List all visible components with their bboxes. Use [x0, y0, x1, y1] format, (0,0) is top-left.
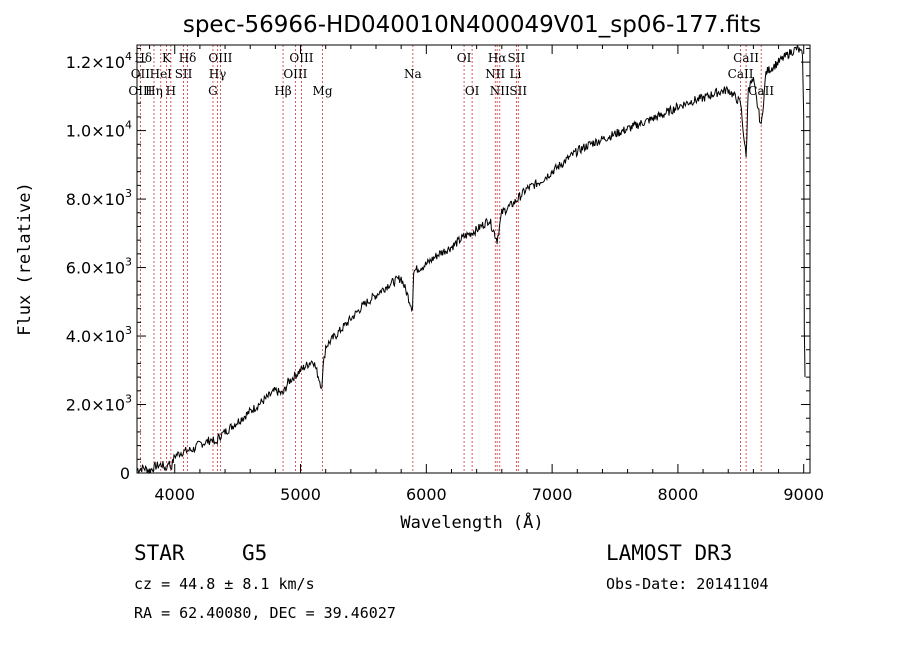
marker-lines	[139, 45, 762, 473]
marker-label-25: CaII	[733, 51, 759, 65]
obs-date: Obs-Date: 20141104	[606, 575, 769, 593]
y-tick-label-1: 2.0×103	[66, 393, 132, 415]
x-tick-label-1: 5000	[280, 485, 321, 504]
marker-label-4: HeI	[150, 67, 173, 81]
marker-label-2: OIII	[128, 84, 152, 98]
plot-frame	[136, 44, 811, 474]
marker-label-10: Hγ	[209, 67, 227, 81]
x-tick-label-3: 7000	[532, 485, 573, 504]
marker-label-26: CaII	[728, 67, 754, 81]
marker-label-8: Hδ	[179, 51, 197, 65]
chart-title: spec-56966-HD040010N400049V01_sp06-177.f…	[183, 12, 761, 38]
x-axis: 4000 5000 6000 7000 8000 9000	[149, 45, 824, 504]
marker-label-7: SII	[175, 67, 193, 81]
marker-label-13: OIII	[283, 67, 307, 81]
marker-label-6: H	[166, 84, 176, 98]
marker-label-15: Mg	[313, 84, 333, 98]
marker-label-24: SII	[509, 84, 527, 98]
marker-label-5: Hη	[145, 84, 163, 98]
object-class: STAR	[134, 541, 185, 565]
y-tick-label-4: 8.0×103	[66, 187, 132, 209]
y-tick-label-2: 4.0×103	[66, 324, 132, 346]
x-tick-label-2: 6000	[406, 485, 447, 504]
x-axis-label: Wavelength (Å)	[400, 511, 543, 533]
y-axis: 0 2.0×103 4.0×103 6.0×103 8.0×103 1.0×104 1.2×…	[66, 47, 810, 483]
y-axis-label: Flux (relative)	[15, 182, 35, 336]
marker-label-20: SII	[508, 51, 526, 65]
marker-label-16: Na	[404, 67, 422, 81]
marker-label-27: CaII	[748, 84, 774, 98]
marker-label-21: NII	[485, 67, 505, 81]
marker-labels: Hδ OII OIII K HeI Hη H SII Hδ OIII Hγ G OIII OIII Hβ Mg…	[128, 51, 774, 98]
x-tick-label-0: 4000	[154, 485, 195, 504]
marker-label-11: G	[208, 84, 218, 98]
survey-name: LAMOST DR3	[606, 541, 732, 565]
coordinates: RA = 62.40080, DEC = 39.46027	[134, 604, 396, 622]
marker-label-0: Hδ	[134, 51, 152, 65]
object-subclass: G5	[242, 541, 267, 565]
x-tick-label-5: 9000	[783, 485, 824, 504]
y-tick-label-6: 1.2×104	[66, 50, 132, 72]
x-tick-label-4: 8000	[658, 485, 699, 504]
marker-label-12: OIII	[289, 51, 313, 65]
y-tick-label-3: 6.0×103	[66, 256, 132, 278]
marker-label-18: OI	[465, 84, 480, 98]
marker-label-3: K	[162, 51, 172, 65]
y-tick-label-5: 1.0×104	[66, 119, 132, 141]
marker-label-14: Hβ	[274, 84, 291, 98]
marker-label-19: Hα	[488, 51, 507, 65]
y-tick-label-0: 0	[120, 464, 130, 483]
marker-label-1: OII	[131, 67, 151, 81]
series-group	[136, 44, 806, 475]
marker-label-22: Li	[509, 67, 521, 81]
marker-label-17: OI	[457, 51, 472, 65]
marker-label-23: NII	[490, 84, 510, 98]
redshift-text: cz = 44.8 ± 8.1 km/s	[134, 575, 315, 593]
marker-label-9: OIII	[208, 51, 232, 65]
series-line-flux	[136, 44, 806, 475]
